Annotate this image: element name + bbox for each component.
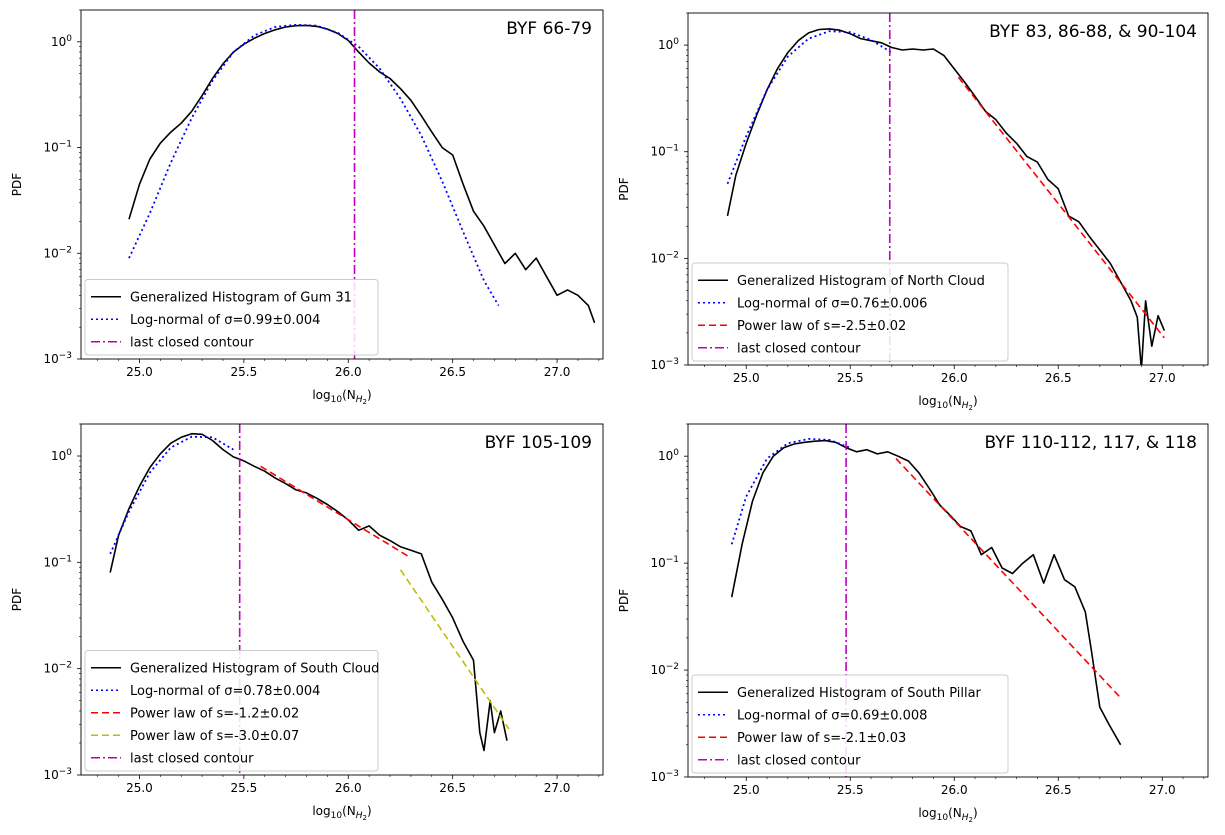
y-axis-label: PDF bbox=[617, 177, 631, 200]
legend-label: last closed contour bbox=[737, 341, 861, 356]
x-tick-label: 26.5 bbox=[1045, 783, 1072, 797]
y-tick-label: 100 bbox=[51, 448, 72, 463]
x-tick-label: 25.5 bbox=[231, 781, 258, 795]
y-tick-label: 10−2 bbox=[43, 245, 72, 260]
x-tick-label: 25.5 bbox=[837, 783, 864, 797]
series-line-3 bbox=[957, 76, 1165, 339]
series-line-1 bbox=[730, 439, 1122, 746]
axes-frame bbox=[80, 423, 604, 776]
y-tick-label: 10−1 bbox=[43, 140, 72, 155]
y-tick-label: 100 bbox=[51, 34, 72, 49]
axes-frame bbox=[687, 12, 1209, 366]
y-tick-label: 10−1 bbox=[650, 555, 679, 570]
legend-label: Log-normal of σ=0.76±0.006 bbox=[737, 296, 927, 311]
legend-label: Power law of s=-2.5±0.02 bbox=[737, 319, 906, 334]
y-tick-label: 10−1 bbox=[650, 144, 679, 159]
chart-title: BYF 110-112, 117, & 118 bbox=[985, 433, 1198, 453]
x-tick-label: 27.0 bbox=[1149, 783, 1176, 797]
legend-label: Log-normal of σ=0.99±0.004 bbox=[130, 313, 320, 328]
chart-panel-3: 25.0 25.5 26.0 26.5 27.0 10−3 10−2 10−1 100 BYF 1… bbox=[10, 423, 604, 822]
legend: Generalized Histogram of South Pillar Log… bbox=[691, 674, 1009, 774]
x-tick-label: 26.0 bbox=[941, 783, 968, 797]
series-line-2 bbox=[730, 437, 851, 545]
x-tick-label: 26.0 bbox=[335, 781, 362, 795]
y-tick-label: 10−1 bbox=[43, 554, 72, 569]
x-axis-label: log10(NH2) bbox=[918, 394, 977, 412]
series-line-4 bbox=[399, 569, 510, 730]
legend-label: Power law of s=-3.0±0.07 bbox=[130, 729, 299, 744]
y-tick-label: 10−2 bbox=[43, 661, 72, 676]
y-axis-label: PDF bbox=[10, 588, 24, 611]
y-tick-label: 10−2 bbox=[650, 250, 679, 265]
x-tick-label: 26.5 bbox=[439, 781, 466, 795]
legend-label: Log-normal of σ=0.69±0.008 bbox=[737, 708, 927, 723]
x-tick-label: 26.0 bbox=[335, 365, 362, 379]
x-tick-label: 25.0 bbox=[126, 781, 153, 795]
legend: Generalized Histogram of North Cloud Log-… bbox=[691, 262, 1009, 362]
x-tick-label: 25.5 bbox=[837, 371, 864, 385]
series-line-2 bbox=[109, 435, 234, 555]
x-tick-label: 25.0 bbox=[733, 371, 760, 385]
x-tick-label: 25.0 bbox=[733, 783, 760, 797]
legend-box bbox=[691, 674, 1009, 774]
x-tick-label: 26.0 bbox=[941, 371, 968, 385]
x-axis-label: log10(NH2) bbox=[312, 388, 371, 406]
series-line-2 bbox=[128, 23, 500, 307]
legend-label: Generalized Histogram of South Pillar bbox=[737, 686, 982, 701]
series-line-1 bbox=[128, 24, 596, 324]
y-tick-label: 100 bbox=[658, 37, 679, 52]
legend-label: Generalized Histogram of South Cloud bbox=[130, 661, 379, 676]
y-tick-label: 100 bbox=[658, 448, 679, 463]
axes-frame bbox=[80, 9, 604, 360]
x-tick-label: 26.5 bbox=[1045, 371, 1072, 385]
x-axis-label: log10(NH2) bbox=[312, 804, 371, 822]
series-line-3 bbox=[895, 458, 1122, 699]
legend-label: last closed contour bbox=[130, 335, 254, 350]
chart-title: BYF 83, 86-88, & 90-104 bbox=[989, 22, 1197, 42]
chart-panel-1: 25.0 25.5 26.0 26.5 27.0 10−3 10−2 10−1 100 BYF 6… bbox=[10, 9, 604, 406]
y-axis-label: PDF bbox=[10, 173, 24, 196]
legend: Generalized Histogram of South Cloud Log-… bbox=[84, 650, 379, 772]
axes-frame bbox=[687, 423, 1209, 778]
legend-box bbox=[84, 650, 379, 772]
legend-label: Power law of s=-2.1±0.03 bbox=[737, 731, 906, 746]
chart-title: BYF 105-109 bbox=[485, 433, 592, 453]
x-tick-label: 26.5 bbox=[439, 365, 466, 379]
legend-label: Power law of s=-1.2±0.02 bbox=[130, 706, 299, 721]
series-line-1 bbox=[726, 28, 1166, 365]
legend-label: Generalized Histogram of North Cloud bbox=[737, 274, 985, 289]
legend-label: Generalized Histogram of Gum 31 bbox=[130, 290, 352, 305]
chart-panel-2: 25.0 25.5 26.0 26.5 27.0 10−3 10−2 10−1 100 BYF 8… bbox=[617, 12, 1209, 412]
legend-label: last closed contour bbox=[737, 753, 861, 768]
x-axis-label: log10(NH2) bbox=[918, 806, 977, 824]
y-axis-label: PDF bbox=[617, 589, 631, 612]
x-tick-label: 27.0 bbox=[544, 365, 571, 379]
x-tick-label: 25.5 bbox=[231, 365, 258, 379]
y-tick-label: 10−2 bbox=[650, 662, 679, 677]
chart-title: BYF 66-79 bbox=[506, 19, 592, 39]
y-tick-label: 10−3 bbox=[43, 767, 72, 782]
series-line-2 bbox=[726, 30, 893, 185]
legend-label: last closed contour bbox=[130, 751, 254, 766]
series-line-3 bbox=[260, 465, 412, 559]
legend-box bbox=[84, 279, 379, 356]
x-tick-label: 25.0 bbox=[126, 365, 153, 379]
series-line-1 bbox=[109, 432, 508, 752]
chart-panel-4: 25.0 25.5 26.0 26.5 27.0 10−3 10−2 10−1 100 BYF 1… bbox=[617, 423, 1209, 824]
y-tick-label: 10−3 bbox=[650, 769, 679, 784]
legend-box bbox=[691, 262, 1009, 362]
y-tick-label: 10−3 bbox=[650, 357, 679, 372]
legend-label: Log-normal of σ=0.78±0.004 bbox=[130, 684, 320, 699]
legend: Generalized Histogram of Gum 31 Log-norma… bbox=[84, 279, 379, 356]
x-tick-label: 27.0 bbox=[544, 781, 571, 795]
x-tick-label: 27.0 bbox=[1149, 371, 1176, 385]
y-tick-label: 10−3 bbox=[43, 351, 72, 366]
